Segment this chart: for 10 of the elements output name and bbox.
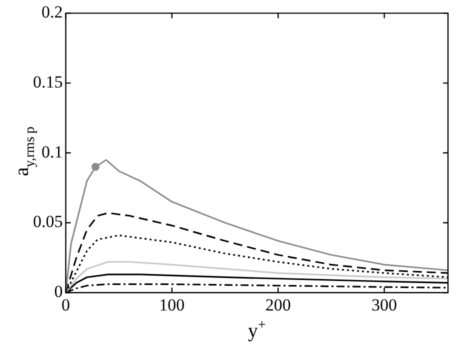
x-tick-label: 200 xyxy=(265,295,291,314)
y-tick-label: 0.1 xyxy=(42,142,63,162)
y-tick-label: 0.2 xyxy=(42,2,63,22)
x-axis-title: y+ xyxy=(248,318,266,342)
x-tick-label: 100 xyxy=(159,295,185,314)
y-axis-title: ay,rmsp xyxy=(11,126,38,176)
y-tick-label: 0 xyxy=(54,282,63,302)
x-tick-label: 300 xyxy=(372,295,398,314)
y-tick-label: 0.15 xyxy=(33,72,63,92)
y-tick-label: 0.05 xyxy=(33,212,63,232)
